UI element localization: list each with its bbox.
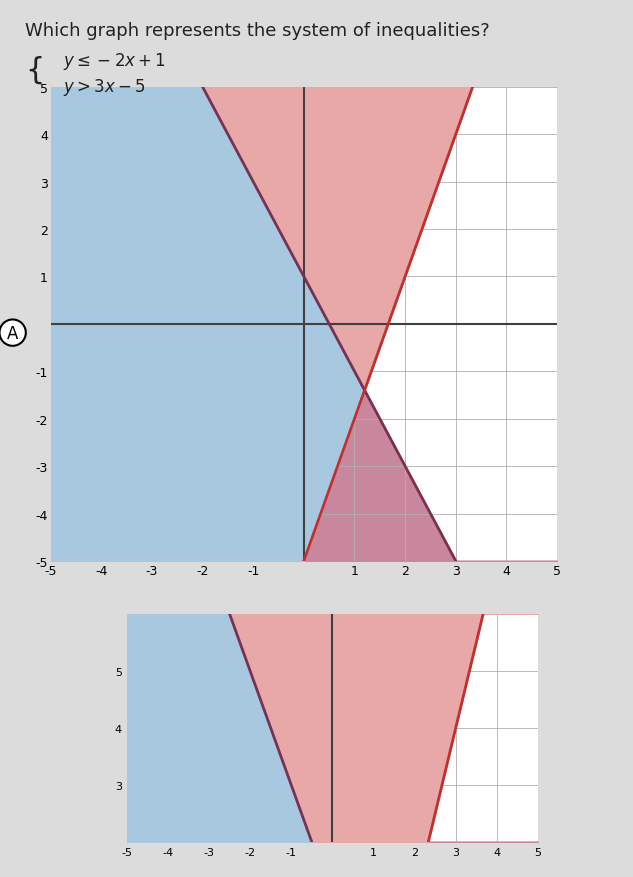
Text: A: A — [7, 324, 18, 342]
Text: $y > 3x - 5$: $y > 3x - 5$ — [63, 77, 146, 98]
Text: $\{$: $\{$ — [25, 54, 43, 86]
Text: Which graph represents the system of inequalities?: Which graph represents the system of ine… — [25, 22, 490, 40]
Text: $y \leq -2x + 1$: $y \leq -2x + 1$ — [63, 51, 166, 72]
